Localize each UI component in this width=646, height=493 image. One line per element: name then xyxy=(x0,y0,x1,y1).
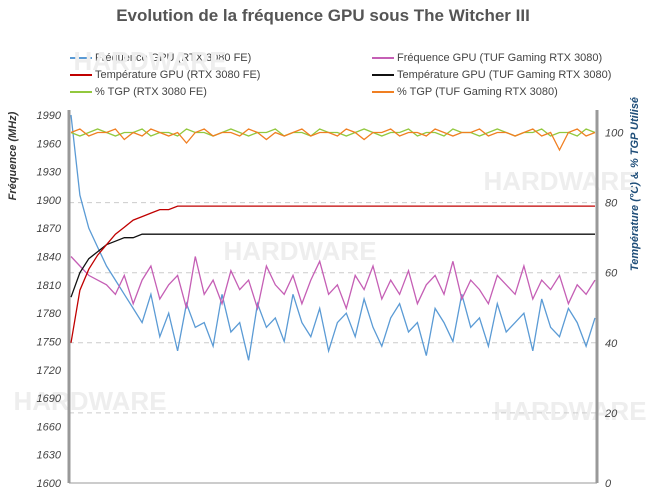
series-line-5 xyxy=(70,128,596,152)
watermark: HARDWARE xyxy=(483,166,636,196)
series-line-2 xyxy=(70,205,595,343)
legend-label: % TGP (RTX 3080 FE) xyxy=(95,86,207,98)
legend-swatch xyxy=(372,74,394,76)
legend-label: % TGP (TUF Gaming RTX 3080) xyxy=(397,86,558,98)
y-tick-left: 1990 xyxy=(37,110,62,122)
y-tick-left: 1930 xyxy=(37,167,62,179)
y-tick-right: 40 xyxy=(605,338,618,350)
legend-swatch xyxy=(372,57,394,59)
legend-label: Fréquence GPU (TUF Gaming RTX 3080) xyxy=(397,52,603,64)
legend-swatch xyxy=(70,57,92,59)
legend-item: Fréquence GPU (TUF Gaming RTX 3080) xyxy=(372,52,602,64)
series-line-1 xyxy=(70,256,596,311)
y-tick-left: 1630 xyxy=(37,450,62,462)
watermark: HARDWARE xyxy=(13,386,166,416)
y-tick-left: 1600 xyxy=(37,478,62,490)
y-tick-right: 100 xyxy=(605,128,624,140)
legend-item: % TGP (TUF Gaming RTX 3080) xyxy=(372,86,558,98)
series-line-3 xyxy=(70,233,595,298)
y-tick-left: 1870 xyxy=(37,223,62,235)
watermark: HARDWARE xyxy=(493,396,646,426)
legend-item: Température GPU (TUF Gaming RTX 3080) xyxy=(372,69,611,81)
y-tick-left: 1660 xyxy=(37,421,62,433)
legend-label: Fréquence GPU (RTX 3080 FE) xyxy=(95,52,252,64)
watermark: HARDWARE xyxy=(223,236,376,266)
y-tick-left: 1960 xyxy=(37,138,62,150)
y-tick-left: 1750 xyxy=(37,336,62,348)
y-tick-right: 0 xyxy=(605,478,612,490)
watermark: HARDWARE xyxy=(73,46,226,76)
legend-item: Température GPU (RTX 3080 FE) xyxy=(70,69,260,81)
y-tick-right: 60 xyxy=(605,268,618,280)
legend-item: Fréquence GPU (RTX 3080 FE) xyxy=(70,52,251,64)
y-tick-left: 1810 xyxy=(37,280,62,292)
legend-swatch xyxy=(70,91,92,93)
y-tick-right: 80 xyxy=(605,198,618,210)
legend-label: Température GPU (RTX 3080 FE) xyxy=(95,69,261,81)
legend-swatch xyxy=(70,74,92,76)
legend-swatch xyxy=(372,91,394,93)
y-tick-left: 1840 xyxy=(37,252,62,264)
y-tick-right: 20 xyxy=(604,408,618,420)
y-tick-left: 1690 xyxy=(37,393,62,405)
series-line-0 xyxy=(70,114,596,361)
y-tick-left: 1900 xyxy=(37,195,62,207)
chart-title: Evolution de la fréquence GPU sous The W… xyxy=(116,6,530,25)
y-tick-left: 1780 xyxy=(37,308,62,320)
y-tick-left: 1720 xyxy=(37,365,62,377)
legend-label: Température GPU (TUF Gaming RTX 3080) xyxy=(397,69,612,81)
legend-item: % TGP (RTX 3080 FE) xyxy=(70,86,207,98)
